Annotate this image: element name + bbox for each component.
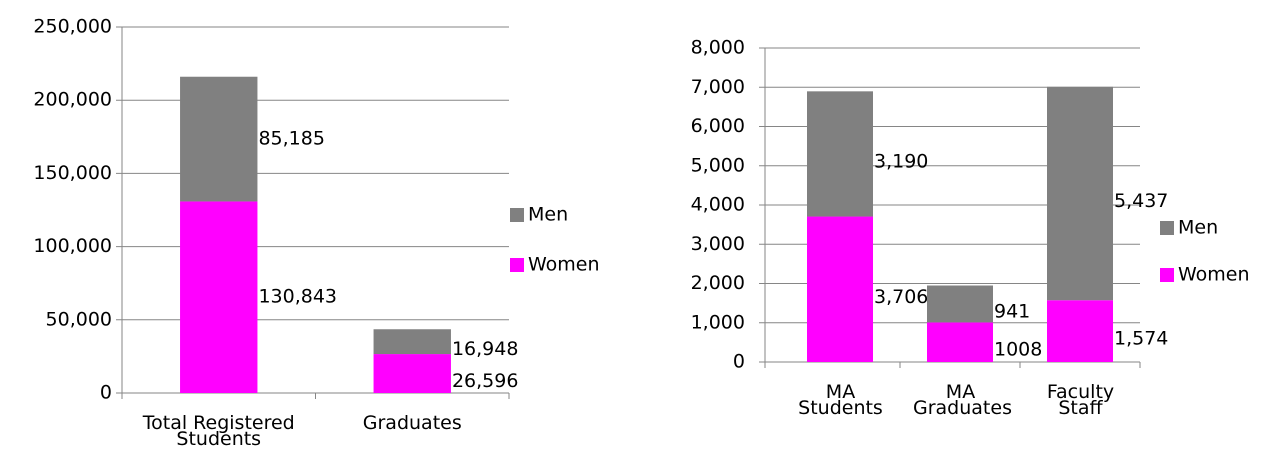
y-tick-label: 100,000 — [33, 235, 112, 257]
y-tick-label: 3,000 — [691, 233, 745, 255]
y-tick-label: 2,000 — [691, 272, 745, 294]
legend-swatch — [1160, 221, 1174, 235]
legend-label: Men — [528, 204, 568, 226]
legend-swatch — [1160, 268, 1174, 282]
bar-segment — [1047, 300, 1113, 362]
data-label: 941 — [994, 300, 1030, 322]
data-label: 3,190 — [874, 150, 928, 172]
legend-swatch — [510, 258, 524, 272]
data-label: 26,596 — [452, 370, 518, 392]
legend-label: Women — [1178, 264, 1250, 286]
bar-segment — [807, 216, 873, 362]
legend-label: Women — [528, 254, 600, 276]
data-label: 85,185 — [258, 128, 324, 150]
y-tick-label: 5,000 — [691, 154, 745, 176]
y-tick-label: 50,000 — [46, 308, 112, 330]
bar-segment — [807, 91, 873, 217]
y-tick-label: 150,000 — [33, 162, 112, 184]
bar-segment — [927, 322, 993, 362]
data-label: 3,706 — [874, 286, 928, 308]
y-tick-label: 200,000 — [33, 89, 112, 111]
bar-segment — [373, 354, 451, 393]
bar-segment — [373, 329, 451, 355]
x-tick-label: Graduates — [362, 412, 462, 434]
bar-segment — [927, 285, 993, 323]
data-label: 1,574 — [1114, 328, 1168, 350]
data-label: 130,843 — [258, 286, 337, 308]
y-tick-label: 0 — [100, 382, 112, 404]
bar-segment — [180, 201, 258, 393]
bar-segment — [1047, 86, 1113, 301]
y-tick-label: 8,000 — [691, 37, 745, 59]
bar-segment — [180, 76, 258, 202]
x-tick-label: MA Students — [798, 381, 883, 419]
x-tick-label: MA Graduates — [913, 381, 1012, 419]
x-tick-label: Total Registered Students — [142, 412, 295, 450]
data-label: 5,437 — [1114, 190, 1168, 212]
legend-swatch — [510, 208, 524, 222]
legend-label: Men — [1178, 217, 1218, 239]
y-tick-label: 7,000 — [691, 76, 745, 98]
data-label: 16,948 — [452, 338, 518, 360]
y-tick-label: 6,000 — [691, 115, 745, 137]
y-tick-label: 4,000 — [691, 194, 745, 216]
y-tick-label: 1,000 — [691, 311, 745, 333]
x-tick-label: Faculty Staff — [1046, 381, 1115, 419]
y-tick-label: 0 — [733, 351, 745, 373]
y-tick-label: 250,000 — [33, 16, 112, 38]
data-label: 1008 — [994, 339, 1042, 361]
